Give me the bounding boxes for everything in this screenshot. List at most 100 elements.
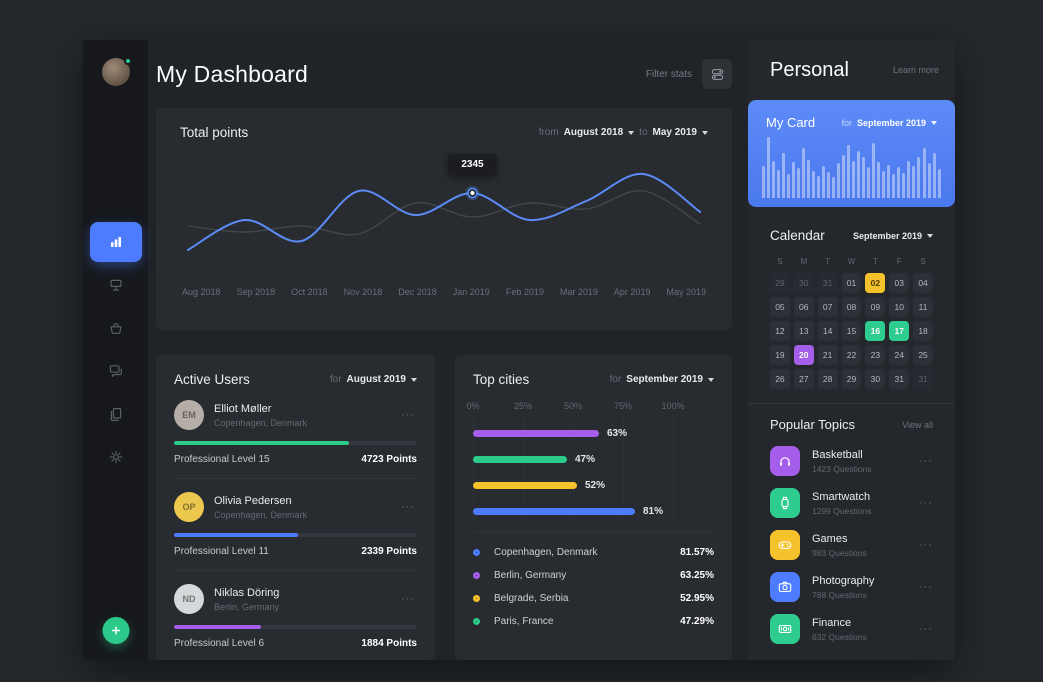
calendar-day[interactable]: 31	[889, 369, 910, 389]
calendar-header: Calendar September 2019	[770, 228, 933, 243]
calendar-day[interactable]: 15	[841, 321, 862, 341]
topic-count: 788 Questions	[812, 589, 867, 600]
calendar-day[interactable]: 26	[770, 369, 790, 389]
calendar-day[interactable]: 31	[817, 273, 838, 293]
calendar-day[interactable]: 02	[865, 273, 886, 293]
my-card[interactable]: My Card for September 2019	[748, 100, 955, 207]
my-card-bar	[937, 169, 941, 198]
weekday-label: M	[800, 257, 808, 266]
personal-header: Personal Learn more	[748, 40, 955, 100]
x-axis-label: Jan 2019	[452, 287, 490, 297]
weekday-label: T	[825, 257, 831, 266]
sidebar-item-settings[interactable]	[90, 437, 142, 477]
topic-row[interactable]: Games 983 Questions ···	[770, 524, 941, 566]
top-cities-period: for September 2019	[610, 374, 714, 385]
my-card-bar	[912, 166, 916, 198]
topic-row[interactable]: Finance 632 Questions ···	[770, 608, 941, 650]
user-progress-fill	[174, 533, 298, 537]
calendar-day[interactable]: 07	[817, 297, 838, 317]
top-cities-period-select[interactable]: September 2019	[626, 374, 714, 385]
calendar-day[interactable]: 09	[865, 297, 886, 317]
learn-more-link[interactable]: Learn more	[892, 65, 939, 76]
calendar-day[interactable]: 13	[793, 321, 814, 341]
axis-gridline	[673, 415, 674, 525]
smartwatch-icon	[770, 488, 800, 518]
topic-menu-button[interactable]: ···	[917, 621, 941, 637]
filter-stats-button[interactable]	[702, 59, 732, 89]
top-cities-header: Top cities for September 2019	[473, 355, 714, 387]
personal-title: Personal	[770, 58, 849, 81]
calendar-day[interactable]: 06	[793, 297, 814, 317]
my-card-bar	[847, 145, 851, 198]
calendar-day[interactable]: 20	[793, 345, 814, 365]
online-status-dot	[123, 57, 132, 65]
calendar-day[interactable]: 22	[841, 345, 862, 365]
calendar-period-select[interactable]: September 2019	[853, 231, 933, 241]
topic-row[interactable]: Smartwatch 1299 Questions ···	[770, 482, 941, 524]
calendar-day[interactable]: 17	[889, 321, 910, 341]
active-users-header: Active Users for August 2019	[174, 355, 417, 387]
calendar-day[interactable]: 11	[913, 297, 933, 317]
sidebar-item-basket[interactable]	[90, 308, 142, 348]
calendar-day[interactable]: 14	[817, 321, 838, 341]
calendar-day[interactable]: 29	[841, 369, 862, 389]
calendar-day[interactable]: 23	[865, 345, 886, 365]
percent-axis: 0% 25% 50% 75% 100%	[466, 401, 714, 413]
add-button[interactable]	[102, 617, 129, 644]
active-users-period: for August 2019	[330, 374, 417, 385]
legend-ring-icon	[473, 595, 480, 602]
topic-menu-button[interactable]: ···	[917, 495, 941, 511]
calendar-day[interactable]: 31	[913, 369, 933, 389]
user-menu-button[interactable]: ···	[401, 501, 415, 513]
my-card-bar	[837, 163, 841, 198]
calendar-day[interactable]: 16	[865, 321, 886, 341]
sidebar-item-signpost[interactable]	[90, 265, 142, 305]
topic-menu-button[interactable]: ···	[917, 537, 941, 553]
my-card-bar	[877, 162, 881, 198]
calendar-day[interactable]: 30	[865, 369, 886, 389]
calendar-day[interactable]: 03	[889, 273, 910, 293]
active-users-period-select[interactable]: August 2019	[347, 374, 417, 385]
user-menu-button[interactable]: ···	[401, 409, 415, 421]
calendar-day[interactable]: 04	[913, 273, 933, 293]
calendar-day[interactable]: 27	[793, 369, 814, 389]
sidebar-item-analytics[interactable]	[89, 222, 142, 262]
sidebar-item-documents[interactable]	[90, 394, 142, 434]
calendar-day[interactable]: 01	[841, 273, 862, 293]
to-date-select[interactable]: May 2019	[653, 127, 708, 138]
calendar-day[interactable]: 18	[913, 321, 933, 341]
from-date-select[interactable]: August 2018	[564, 127, 635, 138]
sidebar-item-messages[interactable]	[90, 351, 142, 391]
calendar-day[interactable]: 24	[889, 345, 910, 365]
user-avatar[interactable]	[101, 57, 132, 86]
money-icon	[770, 614, 800, 644]
axis-tick-label: 100%	[661, 401, 685, 411]
city-legend-row: Belgrade, Serbia 52.95%	[473, 587, 714, 610]
calendar-day[interactable]: 19	[770, 345, 790, 365]
user-avatar: ND	[174, 584, 204, 614]
calendar-day[interactable]: 30	[793, 273, 814, 293]
calendar-day[interactable]: 28	[817, 369, 838, 389]
topic-menu-button[interactable]: ···	[917, 453, 941, 469]
total-points-header: Total points from August 2018 to May 201…	[180, 108, 708, 140]
calendar-day[interactable]: 08	[841, 297, 862, 317]
my-card-period-select[interactable]: September 2019	[857, 118, 937, 128]
chart-highlight-point[interactable]	[470, 190, 475, 196]
calendar-day[interactable]: 10	[889, 297, 910, 317]
calendar-day[interactable]: 05	[770, 297, 790, 317]
topic-row[interactable]: Photography 788 Questions ···	[770, 566, 941, 608]
calendar-day[interactable]: 21	[817, 345, 838, 365]
view-all-link[interactable]: View all	[902, 419, 933, 430]
signpost-icon	[108, 277, 124, 293]
user-level: Professional Level 6	[174, 638, 265, 649]
top-cities-card: Top cities for September 2019 0% 25% 50% 75…	[455, 355, 732, 660]
calendar-day[interactable]: 12	[770, 321, 790, 341]
legend-ring-icon	[473, 618, 480, 625]
user-level: Professional Level 11	[174, 546, 269, 557]
user-menu-button[interactable]: ···	[401, 593, 415, 605]
topic-row[interactable]: Basketball 1423 Questions ···	[770, 440, 941, 482]
calendar-day[interactable]: 29	[770, 273, 790, 293]
calendar-day[interactable]: 25	[913, 345, 933, 365]
my-card-bar	[852, 161, 856, 198]
topic-menu-button[interactable]: ···	[917, 579, 941, 595]
